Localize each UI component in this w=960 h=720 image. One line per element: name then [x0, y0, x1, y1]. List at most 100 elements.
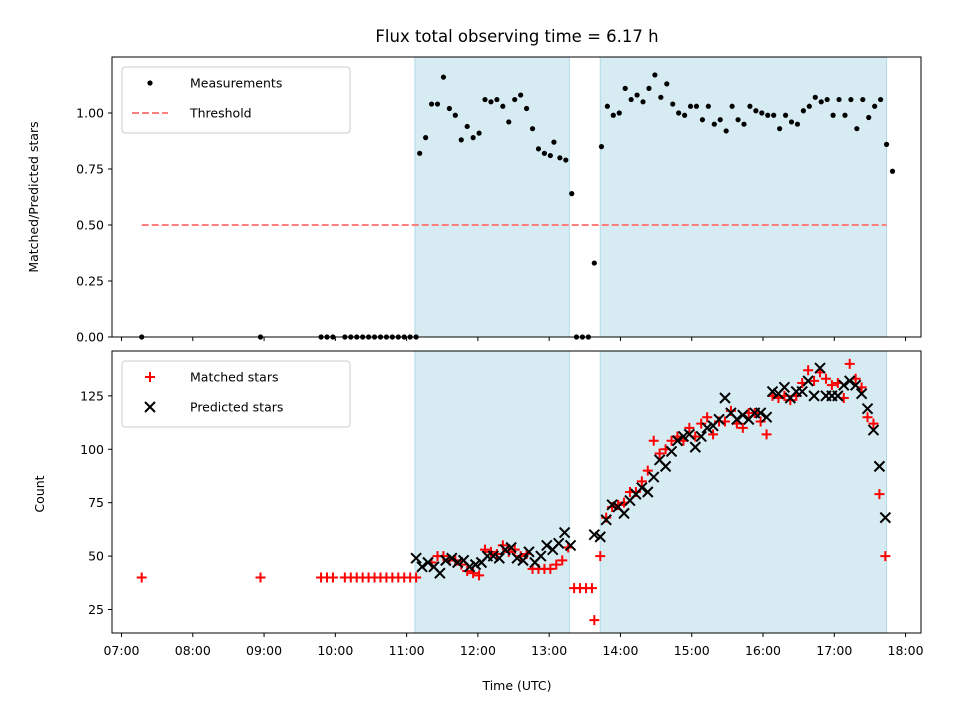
measurements-point [860, 96, 866, 103]
measurements-point [470, 135, 476, 141]
measurements-point [488, 99, 494, 105]
predicted-stars-point [838, 379, 850, 391]
measurements-point [535, 146, 542, 152]
matched-stars-point [551, 559, 562, 570]
xtick-label: 16:00 [745, 643, 781, 658]
predicted-stars-point [683, 428, 696, 441]
predicted-stars-point [410, 552, 422, 564]
measurements-point [610, 112, 616, 118]
measurements-point [818, 99, 824, 105]
predicted-stars-point [517, 554, 529, 567]
bottom-axes-frame [111, 350, 922, 634]
xtick-label: 17:00 [816, 643, 852, 658]
matched-stars-point [642, 465, 653, 476]
measurements-point [687, 103, 694, 109]
predicted-stars-point [648, 471, 660, 483]
measurements-point [830, 112, 836, 118]
measurements-point [658, 94, 664, 100]
predicted-stars-point [636, 482, 648, 494]
predicted-stars-legend-label: Predicted stars [190, 400, 283, 415]
predicted-stars-point [760, 411, 773, 423]
predicted-stars-point [713, 413, 725, 426]
matched-stars-point [456, 559, 467, 570]
xtick-label: 18:00 [888, 643, 924, 658]
predicted-stars-point [873, 460, 886, 473]
measurements-point [705, 103, 711, 109]
measurements-point [434, 101, 441, 107]
measurements-point [741, 121, 747, 127]
matched-stars-point [809, 375, 820, 386]
bottom-observing-window-1 [414, 350, 570, 634]
measurements-point [547, 152, 553, 159]
measurements-point [482, 96, 488, 103]
matched-stars-point [438, 551, 449, 562]
predicted-stars-point [422, 556, 434, 569]
predicted-stars-point [814, 362, 826, 374]
top-ytick-label: 0.00 [76, 330, 104, 345]
predicted-stars-point [446, 552, 458, 564]
measurements-point [452, 112, 458, 118]
matched-stars-point [826, 380, 837, 391]
matched-stars-point [666, 435, 677, 446]
measurements-point [842, 112, 848, 118]
bottom-legend-box [121, 360, 351, 428]
predicted-stars-point [505, 541, 517, 554]
top-ytick-label: 0.25 [76, 274, 104, 289]
measurements-point [652, 72, 658, 78]
measurements-point [848, 96, 854, 103]
predicted-stars-point [552, 537, 565, 549]
matched-stars-point [474, 570, 485, 581]
xtick-label: 10:00 [317, 643, 353, 658]
matched-stars-legend-marker [145, 372, 155, 382]
predicted-stars-point [695, 430, 707, 443]
predicted-stars-point [754, 407, 767, 419]
measurements-point [824, 96, 830, 103]
matched-stars-point [586, 583, 597, 594]
measurements-point [681, 112, 688, 118]
measurements-point [458, 137, 464, 143]
top-axes-frame [111, 56, 922, 338]
measurements-point [782, 112, 789, 118]
matched-stars-point [868, 418, 879, 429]
predicted-stars-point [855, 388, 868, 400]
matched-stars-point [503, 546, 514, 557]
measurements-point [878, 96, 884, 103]
predicted-stars-point [642, 486, 654, 498]
measurements-point [440, 74, 447, 80]
matched-stars-point [755, 416, 766, 427]
measurements-point [771, 112, 777, 118]
predicted-stars-point [416, 561, 428, 573]
predicted-stars-point [844, 375, 856, 387]
measurements-point [446, 105, 452, 112]
top-panel: 0.00 0.25 0.50 0.75 1.00 Measurements Threshol… [76, 56, 922, 345]
measurements-point [872, 103, 878, 109]
predicted-stars-point [535, 550, 547, 562]
matched-stars-point [844, 358, 855, 369]
measurements-point [628, 96, 634, 103]
matched-stars-point [803, 365, 814, 376]
top-observing-window-1 [414, 56, 570, 338]
measurements-point [836, 96, 842, 103]
top-legend: Measurements Threshold [121, 66, 351, 134]
measurements-point [729, 103, 735, 109]
matched-stars-point [509, 544, 520, 555]
matched-stars-point [255, 572, 266, 583]
matched-stars-point [880, 551, 891, 562]
predicted-stars-point [594, 531, 606, 543]
matched-stars-point [737, 422, 748, 433]
matched-stars-point [462, 566, 473, 577]
matched-stars-point [654, 448, 665, 459]
predicted-stars-legend-marker [144, 401, 156, 413]
top-ytick-label: 0.75 [76, 162, 104, 177]
measurements-point [512, 96, 518, 103]
top-observing-window-2 [599, 56, 888, 338]
xtick-label: 09:00 [246, 643, 282, 658]
matched-stars-point [874, 489, 885, 500]
measurements-legend-marker [147, 80, 153, 86]
measurements-point [693, 103, 700, 109]
matched-stars-point [595, 551, 606, 562]
top-legend-box [121, 66, 351, 134]
measurements-point [889, 168, 896, 174]
measurements-point [777, 126, 783, 132]
